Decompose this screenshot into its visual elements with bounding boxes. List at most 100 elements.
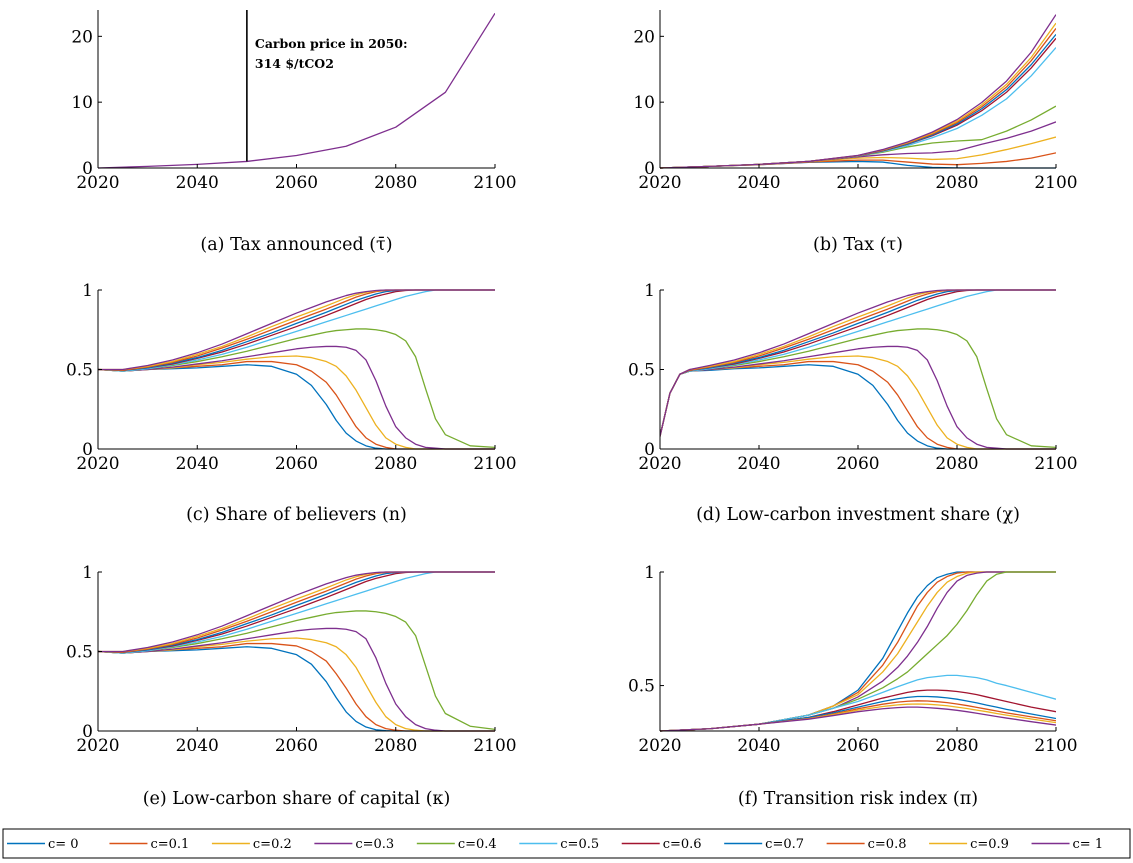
y-tick-label: 0 bbox=[82, 722, 93, 742]
y-tick-label: 0 bbox=[82, 440, 93, 460]
series-line-b-7 bbox=[660, 33, 1056, 169]
series-line-d-3 bbox=[660, 345, 1056, 450]
y-tick-label: 10 bbox=[633, 93, 655, 113]
annotation-text: 314 $/tCO2 bbox=[255, 56, 334, 71]
y-tick-label: 20 bbox=[633, 27, 655, 47]
series-line-e-4 bbox=[98, 610, 495, 731]
x-tick-label: 2080 bbox=[374, 736, 417, 756]
annotation-text: Carbon price in 2050: bbox=[255, 36, 408, 51]
series-line-f-5 bbox=[660, 674, 1056, 732]
series-group bbox=[98, 12, 495, 169]
series-line-c-9 bbox=[98, 289, 495, 371]
series-group bbox=[98, 289, 495, 450]
chart-title: (c) Share of believers (n) bbox=[186, 505, 407, 525]
x-tick-label: 2040 bbox=[737, 736, 780, 756]
y-tick-label: 20 bbox=[71, 27, 93, 47]
x-tick-label: 2020 bbox=[76, 736, 119, 756]
x-tick-label: 2040 bbox=[176, 173, 219, 193]
series-group bbox=[660, 289, 1056, 450]
chart-title: (d) Low-carbon investment share (χ) bbox=[696, 505, 1020, 525]
y-tick-label: 1 bbox=[644, 281, 655, 301]
series-line-e-5 bbox=[98, 571, 495, 654]
x-tick-label: 2040 bbox=[176, 736, 219, 756]
series-line-e-3 bbox=[98, 627, 495, 732]
x-tick-label: 2060 bbox=[275, 454, 318, 474]
y-tick-label: 0.5 bbox=[628, 677, 655, 697]
legend-label: c=0.4 bbox=[458, 837, 497, 852]
series-line-b-5 bbox=[660, 47, 1056, 169]
chart-panel-b: 2020 2040 2060 2080 2100 0 10 20 (b) Tax (τ) bbox=[633, 10, 1078, 255]
x-tick-label: 2020 bbox=[76, 454, 119, 474]
legend-label: c= 0 bbox=[48, 837, 79, 852]
series-line-f-10 bbox=[660, 706, 1056, 732]
y-tick-label: 1 bbox=[82, 281, 93, 301]
x-tick-label: 2080 bbox=[374, 454, 417, 474]
x-tick-label: 2100 bbox=[473, 454, 516, 474]
series-line-c-7 bbox=[98, 289, 495, 371]
series-line-c-4 bbox=[98, 328, 495, 449]
series-line-e-6 bbox=[98, 571, 495, 653]
x-tick-label: 2100 bbox=[1034, 736, 1077, 756]
chart-title: (b) Tax (τ) bbox=[813, 235, 903, 255]
series-line-e-10 bbox=[98, 571, 495, 653]
series-line-c-8 bbox=[98, 289, 495, 371]
x-tick-label: 2040 bbox=[737, 454, 780, 474]
x-tick-label: 2040 bbox=[176, 454, 219, 474]
series-line-f-9 bbox=[660, 703, 1056, 732]
y-tick-label: 1 bbox=[82, 563, 93, 583]
y-tick-label: 10 bbox=[71, 93, 93, 113]
x-tick-label: 2060 bbox=[275, 736, 318, 756]
legend-label: c= 1 bbox=[1073, 837, 1104, 852]
legend-label: c=0.2 bbox=[253, 837, 292, 852]
chart-panel-a: Carbon price in 2050: 314 $/tCO2 2020 2040 2… bbox=[71, 10, 517, 255]
chart-panel-d: 2020 2040 2060 2080 2100 0 0.5 1 (d) Low-carbon … bbox=[628, 281, 1078, 525]
x-tick-label: 2100 bbox=[473, 173, 516, 193]
series-line-c-0 bbox=[98, 364, 495, 450]
x-tick-label: 2080 bbox=[935, 173, 978, 193]
y-tick-label: 0.5 bbox=[66, 361, 93, 381]
series-line-e-2 bbox=[98, 637, 495, 732]
x-tick-label: 2020 bbox=[76, 173, 119, 193]
x-tick-label: 2020 bbox=[638, 454, 681, 474]
x-tick-label: 2100 bbox=[1034, 173, 1077, 193]
x-tick-label: 2060 bbox=[836, 173, 879, 193]
x-tick-label: 2060 bbox=[836, 454, 879, 474]
series-line-d-0 bbox=[660, 364, 1056, 450]
series-line-e-7 bbox=[98, 571, 495, 653]
x-tick-label: 2040 bbox=[737, 173, 780, 193]
y-tick-label: 0 bbox=[644, 440, 655, 460]
y-tick-label: 0 bbox=[644, 159, 655, 179]
series-line-e-0 bbox=[98, 646, 495, 732]
series-line-b-2 bbox=[660, 136, 1056, 169]
x-tick-label: 2080 bbox=[935, 736, 978, 756]
x-tick-label: 2100 bbox=[1034, 454, 1077, 474]
series-line-c-3 bbox=[98, 345, 495, 450]
x-tick-label: 2080 bbox=[935, 454, 978, 474]
series-line-d-4 bbox=[660, 328, 1056, 449]
series-line-a-0 bbox=[98, 12, 495, 169]
legend-label: c=0.1 bbox=[150, 837, 189, 852]
x-tick-label: 2080 bbox=[374, 173, 417, 193]
legend-label: c=0.8 bbox=[868, 837, 907, 852]
y-tick-label: 1 bbox=[644, 563, 655, 583]
series-line-e-8 bbox=[98, 571, 495, 653]
legend-label: c=0.5 bbox=[560, 837, 599, 852]
series-line-b-6 bbox=[660, 37, 1056, 169]
y-tick-label: 0 bbox=[82, 159, 93, 179]
series-line-c-5 bbox=[98, 289, 495, 372]
series-line-d-5 bbox=[660, 289, 1056, 437]
series-line-b-10 bbox=[660, 14, 1056, 169]
legend-label: c=0.3 bbox=[355, 837, 394, 852]
legend-label: c=0.9 bbox=[970, 837, 1009, 852]
series-line-d-10 bbox=[660, 289, 1056, 437]
chart-panel-f: 2020 2040 2060 2080 2100 0.5 1 (f) Transition r… bbox=[628, 563, 1078, 809]
series-line-f-7 bbox=[660, 695, 1056, 732]
legend: c= 0 c=0.1 c=0.2 c=0.3 c=0.4 c=0.5 c=0.6 c=0.7 c… bbox=[2, 828, 1131, 859]
x-tick-label: 2020 bbox=[638, 173, 681, 193]
series-group bbox=[660, 14, 1056, 169]
chart-panel-c: 2020 2040 2060 2080 2100 0 0.5 1 (c) Share of be… bbox=[66, 281, 517, 525]
series-group bbox=[660, 571, 1056, 732]
x-tick-label: 2060 bbox=[275, 173, 318, 193]
chart-panel-e: 2020 2040 2060 2080 2100 0 0.5 1 (e) Low-carbon … bbox=[66, 563, 517, 809]
y-tick-label: 0.5 bbox=[66, 643, 93, 663]
